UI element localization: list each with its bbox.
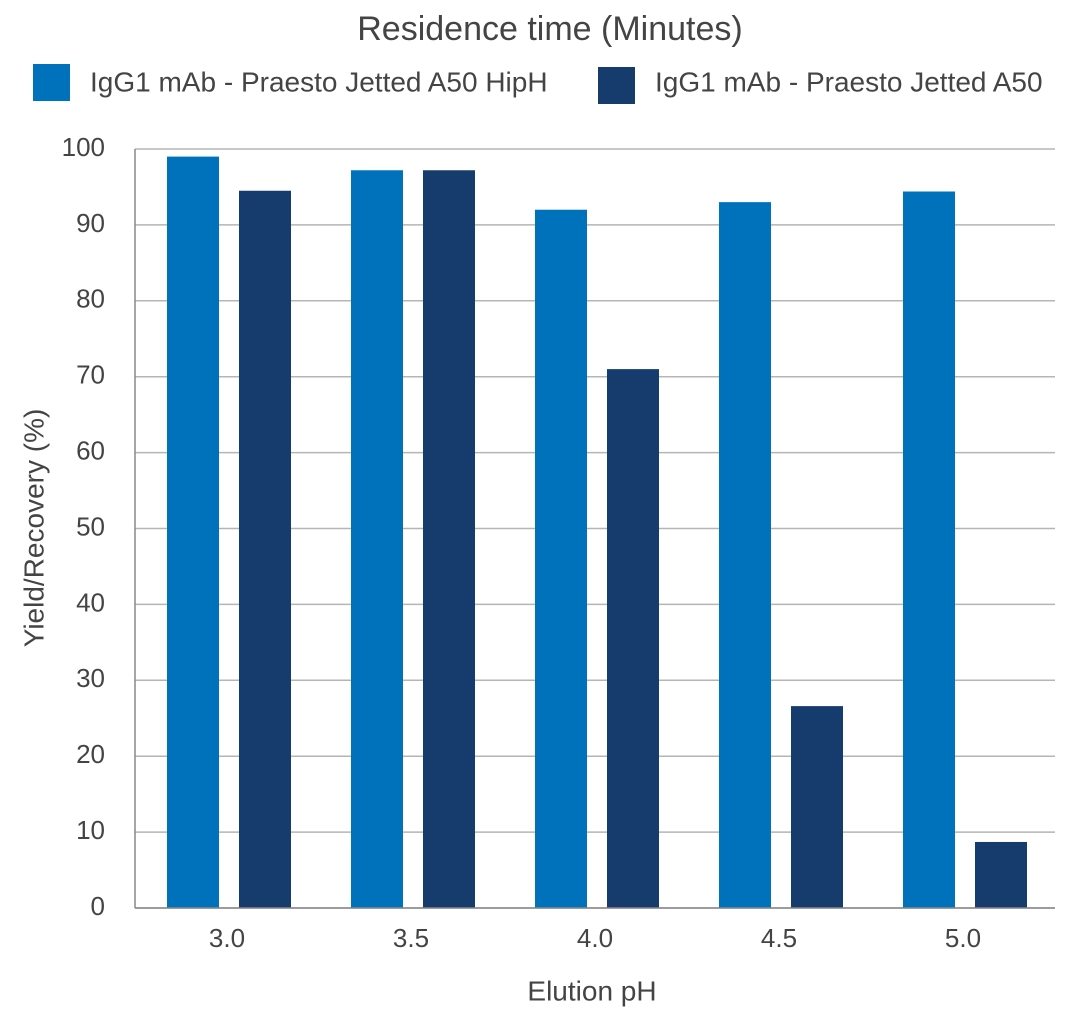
bar <box>167 156 219 909</box>
y-tick-label: 60 <box>76 435 105 465</box>
x-tick-label: 3.0 <box>209 923 245 953</box>
bar <box>423 170 475 908</box>
bar <box>239 190 291 908</box>
y-axis-label: Yield/Recovery (%) <box>18 409 49 648</box>
y-tick-label: 10 <box>76 815 105 845</box>
y-tick-label: 40 <box>76 587 105 617</box>
x-tick-label: 3.5 <box>393 923 429 953</box>
y-tick-label: 70 <box>76 360 105 390</box>
x-tick-label: 4.0 <box>577 923 613 953</box>
chart-title: Residence time (Minutes) <box>357 10 742 48</box>
legend-swatch <box>598 67 635 104</box>
y-tick-label: 20 <box>76 739 105 769</box>
legend-label: IgG1 mAb - Praesto Jetted A50 HipH <box>90 66 548 97</box>
y-tick-label: 30 <box>76 663 105 693</box>
bar <box>719 202 771 908</box>
bar <box>975 841 1027 908</box>
bar <box>903 191 955 908</box>
x-tick-label: 4.5 <box>761 923 797 953</box>
bar <box>607 369 659 908</box>
y-tick-label: 90 <box>76 208 105 238</box>
bar <box>535 209 587 909</box>
x-axis-label: Elution pH <box>527 975 656 1006</box>
y-tick-label: 50 <box>76 511 105 541</box>
y-tick-label: 0 <box>91 891 105 921</box>
y-tick-label: 80 <box>76 284 105 314</box>
bar <box>791 706 843 908</box>
y-tick-label: 100 <box>62 132 105 162</box>
bar <box>351 170 403 908</box>
x-tick-label: 5.0 <box>945 923 981 953</box>
legend-label: IgG1 mAb - Praesto Jetted A50 <box>655 66 1043 97</box>
legend-swatch <box>33 64 70 101</box>
